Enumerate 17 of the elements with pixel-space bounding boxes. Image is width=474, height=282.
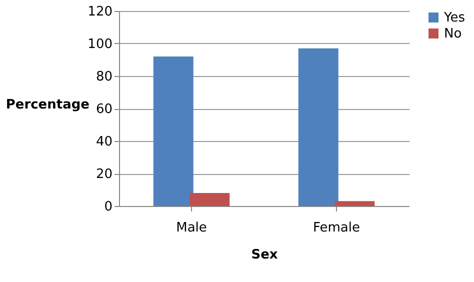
y-tick-label: 100 bbox=[88, 37, 112, 52]
x-tick-label: Male bbox=[176, 220, 207, 236]
y-tick-label: 80 bbox=[96, 70, 112, 84]
legend-label: Yes bbox=[443, 10, 466, 26]
y-axis-title: Percentage bbox=[6, 98, 90, 112]
y-tick-label: 0 bbox=[104, 200, 112, 214]
y-tick-label: 40 bbox=[96, 134, 112, 150]
y-tick-label: 60 bbox=[96, 102, 112, 117]
bar bbox=[298, 48, 338, 206]
x-tick-label: Female bbox=[312, 220, 360, 236]
bar bbox=[190, 193, 230, 206]
x-axis-title: Sex bbox=[251, 248, 278, 262]
bar bbox=[153, 56, 194, 206]
bar bbox=[334, 201, 375, 206]
y-tick-label: 20 bbox=[96, 167, 112, 182]
legend-label: No bbox=[444, 26, 462, 42]
y-tick-label: 120 bbox=[88, 4, 112, 20]
